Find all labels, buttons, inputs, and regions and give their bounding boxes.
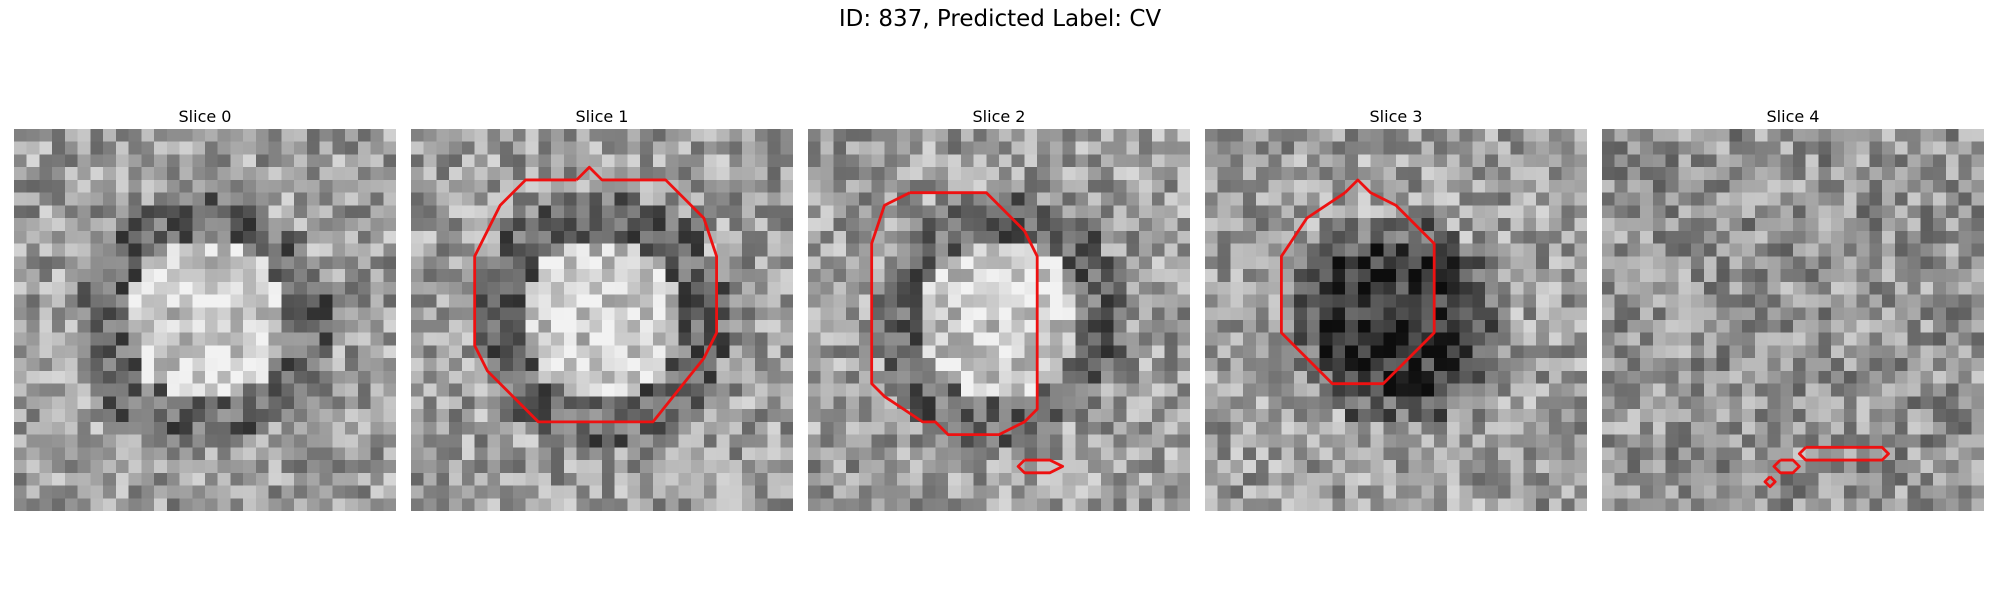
slice-image [1205, 129, 1587, 511]
segmentation-contour [1763, 475, 1777, 489]
segmentation-contour [1772, 458, 1801, 475]
slice-title: Slice 1 [575, 107, 629, 126]
slice-image [14, 129, 396, 511]
segmentation-contour [473, 165, 719, 424]
slice-title: Slice 2 [972, 107, 1026, 126]
segmentation-contour [1016, 458, 1065, 475]
slice-panel-4: Slice 4 [1602, 105, 1984, 511]
slice-panel-1: Slice 1 [411, 105, 793, 511]
segmentation-contour [870, 191, 1039, 437]
slice-title: Slice 4 [1766, 107, 1820, 126]
slice-panel-0: Slice 0 [14, 105, 396, 511]
slice-image [808, 129, 1190, 511]
slice-panel-3: Slice 3 [1205, 105, 1587, 511]
slice-title: Slice 0 [178, 107, 232, 126]
slice-panel-2: Slice 2 [808, 105, 1190, 511]
figure-title: ID: 837, Predicted Label: CV [838, 6, 1162, 32]
slice-title: Slice 3 [1369, 107, 1423, 126]
slice-image [1602, 129, 1984, 511]
segmentation-contour [1797, 445, 1890, 462]
slice-image [411, 129, 793, 511]
segmentation-contour [1279, 178, 1436, 386]
